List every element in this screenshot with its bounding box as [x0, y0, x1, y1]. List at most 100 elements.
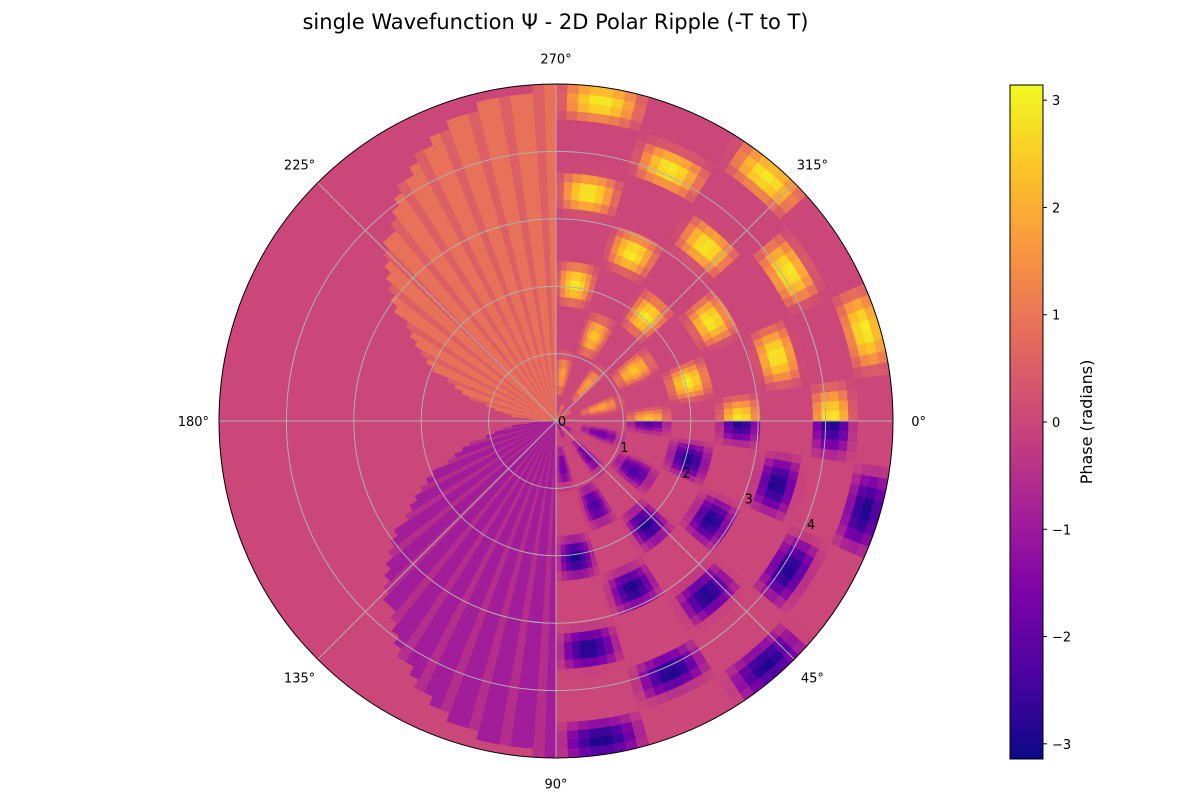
- heatmap-cell: [510, 165, 522, 177]
- heatmap-cell: [555, 101, 568, 112]
- heatmap-cell: [514, 129, 527, 141]
- heatmap-cell: [544, 739, 557, 750]
- heatmap-cell: [555, 730, 568, 741]
- heatmap-cell: [511, 424, 522, 428]
- heatmap-cell: [551, 527, 557, 537]
- heatmap-cell: [537, 154, 548, 165]
- heatmap-cell: [741, 427, 752, 435]
- heatmap-cell: [555, 190, 565, 200]
- heatmap-cell: [765, 382, 776, 392]
- heatmap-cell: [529, 235, 538, 246]
- heatmap-cell: [521, 93, 535, 104]
- heatmap-cell: [521, 657, 532, 669]
- heatmap-cell: [538, 650, 549, 661]
- heatmap-cell: [517, 201, 527, 212]
- colorbar-tick-label: 0: [1052, 416, 1060, 431]
- heatmap-cell: [543, 84, 557, 94]
- heatmap-cell: [563, 633, 572, 643]
- heatmap-cell: [547, 305, 553, 316]
- heatmap-cell: [523, 111, 536, 122]
- heatmap-cell: [530, 181, 541, 193]
- heatmap-cell: [555, 207, 564, 218]
- colorbar-ticks: 3 2 1 0 −1 −2 −3: [1043, 94, 1071, 753]
- heatmap-cell: [564, 163, 575, 174]
- heatmap-cell: [715, 414, 725, 422]
- heatmap-cell: [512, 111, 525, 123]
- heatmap-cell: [713, 437, 724, 445]
- heatmap-cell: [540, 633, 549, 643]
- heatmap-cell: [537, 668, 548, 679]
- heatmap-cell: [847, 430, 858, 443]
- heatmap-cell: [524, 200, 535, 211]
- heatmap-cell: [526, 685, 538, 696]
- chart-title: single Wavefunction Ψ - 2D Polar Ripple …: [302, 10, 809, 34]
- heatmap-cell: [773, 380, 785, 391]
- heatmap-cell: [577, 102, 590, 113]
- heatmap-cell: [454, 450, 465, 458]
- heatmap-cell: [538, 252, 546, 263]
- heatmap-cell: [535, 226, 544, 237]
- heatmap-cell: [555, 651, 565, 661]
- heatmap-cell: [514, 183, 525, 195]
- radial-tick-label: 4: [807, 518, 815, 533]
- heatmap-cell: [555, 624, 564, 635]
- heatmap-cell: [661, 412, 672, 418]
- heatmap-cell: [577, 738, 591, 749]
- heatmap-cell: [715, 420, 725, 428]
- heatmap-cell: [526, 146, 538, 157]
- heatmap-cell: [548, 225, 557, 236]
- heatmap-cell: [653, 416, 663, 422]
- heatmap-cell: [576, 720, 589, 731]
- heatmap-cell: [724, 414, 734, 422]
- heatmap-cell: [812, 411, 823, 422]
- colorbar-label: Phase (radians): [1077, 360, 1096, 485]
- heatmap-cell: [518, 675, 530, 686]
- heatmap-cell: [535, 694, 547, 705]
- heatmap-cell: [543, 243, 551, 254]
- heatmap-cell: [555, 562, 562, 573]
- heatmap-cell: [551, 314, 557, 324]
- heatmap-cell: [543, 252, 551, 263]
- heatmap-cell: [538, 172, 548, 183]
- heatmap-cell: [547, 659, 557, 670]
- heatmap-cell: [560, 270, 567, 280]
- heatmap-cell: [525, 702, 537, 714]
- heatmap-cell: [559, 535, 565, 546]
- heatmap-cell: [547, 172, 557, 183]
- heatmap-cell: [756, 383, 768, 393]
- heatmap-cell: [714, 426, 725, 434]
- polar-grid: [219, 84, 893, 758]
- heatmap-cell: [560, 562, 567, 572]
- heatmap-cell: [563, 412, 573, 418]
- heatmap-cell: [590, 470, 599, 481]
- heatmap-cell: [562, 624, 572, 635]
- heatmap-cell: [552, 323, 557, 333]
- heatmap-cell: [535, 605, 544, 616]
- heatmap-cell: [583, 464, 592, 475]
- heatmap-cell: [731, 439, 742, 448]
- heatmap-cell: [555, 296, 561, 307]
- heatmap-cell: [537, 163, 548, 174]
- heatmap-cell: [562, 207, 572, 218]
- heatmap-cell: [509, 736, 523, 748]
- heatmap-cell: [555, 287, 561, 298]
- heatmap-cell: [830, 410, 841, 422]
- heatmap-cell: [564, 668, 575, 679]
- heatmap-cell: [551, 296, 557, 307]
- heatmap-cell: [538, 261, 546, 272]
- heatmap-cell: [543, 588, 551, 599]
- radial-tick-label: 2: [682, 467, 690, 482]
- heatmap-cell: [578, 640, 589, 651]
- colorbar-gradient: [1009, 84, 1044, 760]
- heatmap-cell: [523, 720, 536, 731]
- heatmap-cell: [812, 420, 823, 431]
- heatmap-cell: [589, 94, 603, 106]
- heatmap-cell: [570, 632, 580, 643]
- heatmap-cell: [829, 430, 840, 442]
- heatmap-cell: [572, 172, 583, 184]
- heatmap-cell: [588, 103, 601, 114]
- heatmap-cell: [566, 730, 579, 741]
- heatmap-cell: [566, 92, 580, 103]
- heatmap-cell: [550, 571, 557, 581]
- heatmap-cell: [566, 110, 578, 121]
